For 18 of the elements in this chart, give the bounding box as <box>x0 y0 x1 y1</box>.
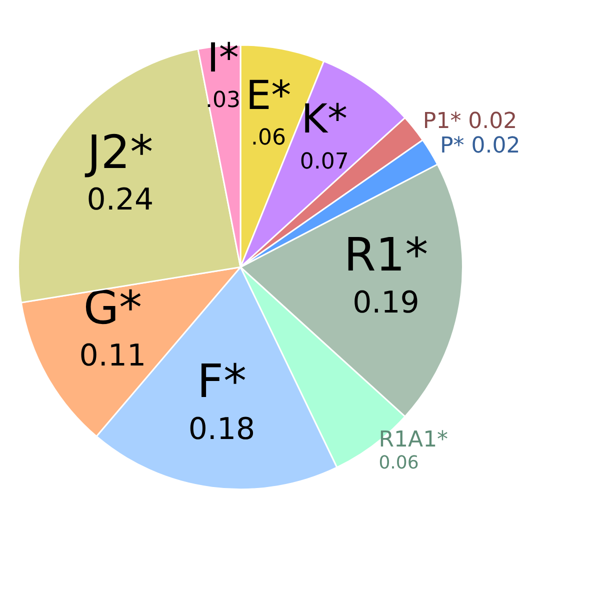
slice-label: I* <box>207 35 239 82</box>
data-label: 0.18 <box>188 412 256 448</box>
data-label: .03 <box>206 88 241 114</box>
data-label: 0.24 <box>86 182 154 218</box>
slice-label: P1* 0.02 <box>422 109 518 134</box>
slice-label: J2* <box>84 124 154 179</box>
slice-label: R1* <box>344 227 428 282</box>
data-label: 0.06 <box>378 452 419 474</box>
slice-label: F* <box>197 354 246 408</box>
data-label: 0.11 <box>79 338 146 374</box>
data-label: .06 <box>251 126 286 151</box>
data-label: 0.07 <box>300 149 349 174</box>
slice-label: E* <box>246 72 292 119</box>
slice-label: R1A1* <box>378 427 448 452</box>
slice-label: G* <box>83 280 142 335</box>
data-label: 0.19 <box>352 285 420 320</box>
slice-label: K* <box>301 96 348 142</box>
slice-label: P* 0.02 <box>440 134 520 159</box>
